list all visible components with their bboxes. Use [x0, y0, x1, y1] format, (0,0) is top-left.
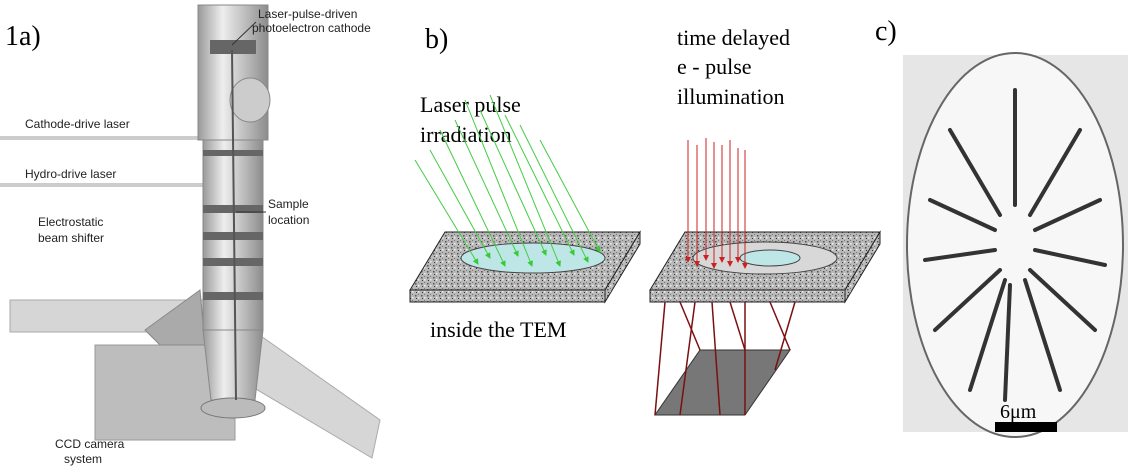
panel-b: b) Laser pulse irradiation time delayed …: [410, 24, 880, 415]
caption: inside the TEM: [430, 317, 566, 342]
scale-label: 6μm: [1000, 401, 1037, 423]
irradiated-spot: [461, 243, 605, 273]
callout: Cathode-drive laser: [25, 117, 130, 131]
detector: [655, 350, 790, 415]
caption: time delayed: [677, 25, 790, 50]
callout: Hydro-drive laser: [25, 167, 116, 181]
callout: system: [64, 452, 102, 466]
callout: Electrostatic: [38, 215, 103, 229]
callout: photoelectron cathode: [252, 21, 371, 35]
sample-slab: [650, 290, 845, 302]
caption: illumination: [677, 84, 785, 109]
panel-c: c) 6μm: [875, 16, 1128, 437]
side-port: [230, 78, 270, 122]
callout: Laser-pulse-driven: [258, 7, 357, 21]
figure: 1a) Laser-pulse-driven photoelectron cat…: [0, 0, 1134, 470]
callout: Sample: [268, 197, 309, 211]
callout: CCD camera: [55, 437, 125, 451]
callout: beam shifter: [38, 231, 104, 245]
panel-a: 1a) Laser-pulse-driven photoelectron cat…: [0, 5, 380, 466]
column-base: [203, 330, 263, 400]
callout: location: [268, 213, 309, 227]
panel-label: c): [875, 16, 897, 47]
sample-slab: [410, 290, 605, 302]
caption: e - pulse: [677, 54, 752, 79]
panel-label: b): [425, 24, 448, 55]
camera: [201, 398, 265, 418]
panel-label: 1a): [5, 21, 41, 52]
irradiated-spot: [740, 250, 800, 266]
scale-bar: [995, 422, 1057, 432]
